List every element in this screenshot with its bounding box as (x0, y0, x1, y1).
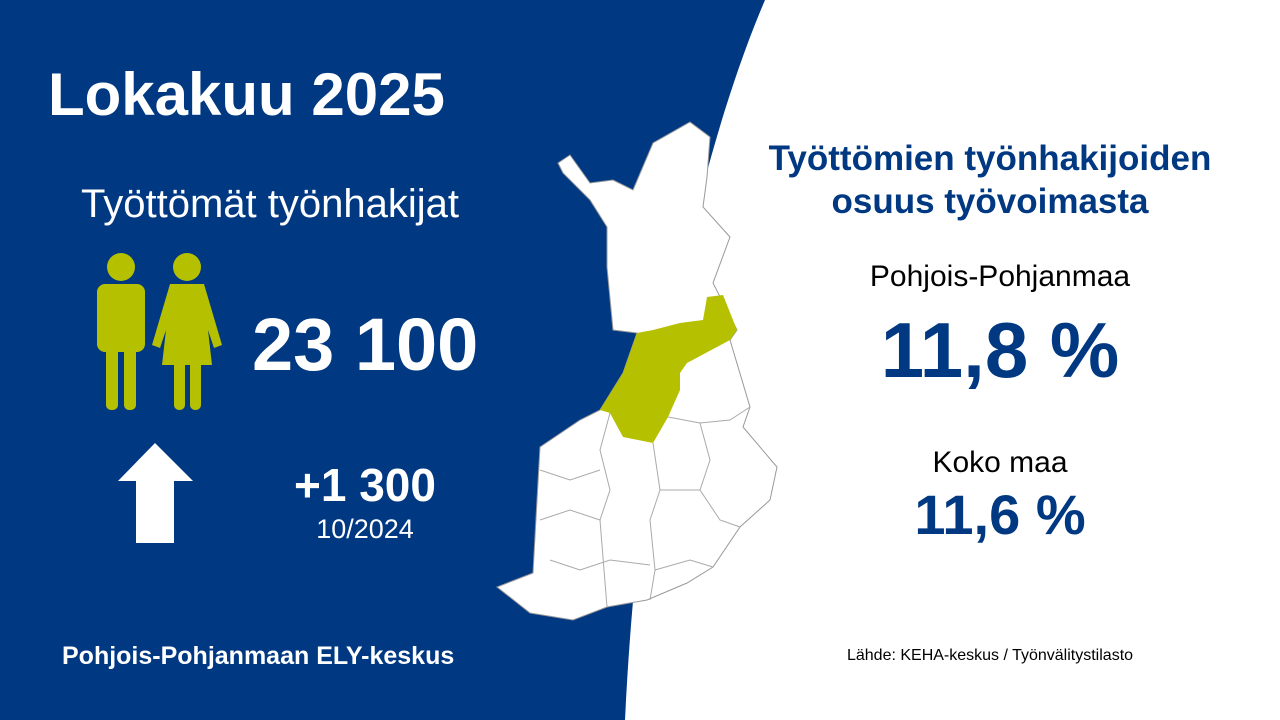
share-title-line1: Työttömien työnhakijoiden (768, 139, 1212, 178)
subtitle: Työttömät työnhakijat (81, 182, 459, 226)
yearly-change: +1 300 (294, 459, 436, 511)
region-label: Pohjois-Pohjanmaa (869, 260, 1131, 293)
source-note: Lähde: KEHA-keskus / Työnvälitystilasto (846, 647, 1134, 664)
country-value: 11,6 % (914, 483, 1086, 546)
country-label: Koko maa (932, 446, 1068, 479)
region-value: 11,8 % (880, 306, 1120, 394)
region-pohjois-pohjanmaa (600, 295, 737, 443)
page-title: Lokakuu 2025 (48, 61, 445, 128)
share-title: Työttömien työnhakijoiden osuus työvoima… (720, 137, 1260, 223)
comparison-period: 10/2024 (316, 514, 414, 544)
share-title-line2: osuus työvoimasta (831, 182, 1149, 221)
finland-map (496, 121, 778, 621)
organization-name: Pohjois-Pohjanmaan ELY-keskus (62, 642, 455, 670)
man-woman-icon (97, 253, 222, 410)
region-borders (539, 406, 751, 608)
island-hailuoto (621, 374, 631, 380)
unemployed-count: 23 100 (252, 303, 479, 386)
arrow-up-icon (118, 443, 193, 543)
